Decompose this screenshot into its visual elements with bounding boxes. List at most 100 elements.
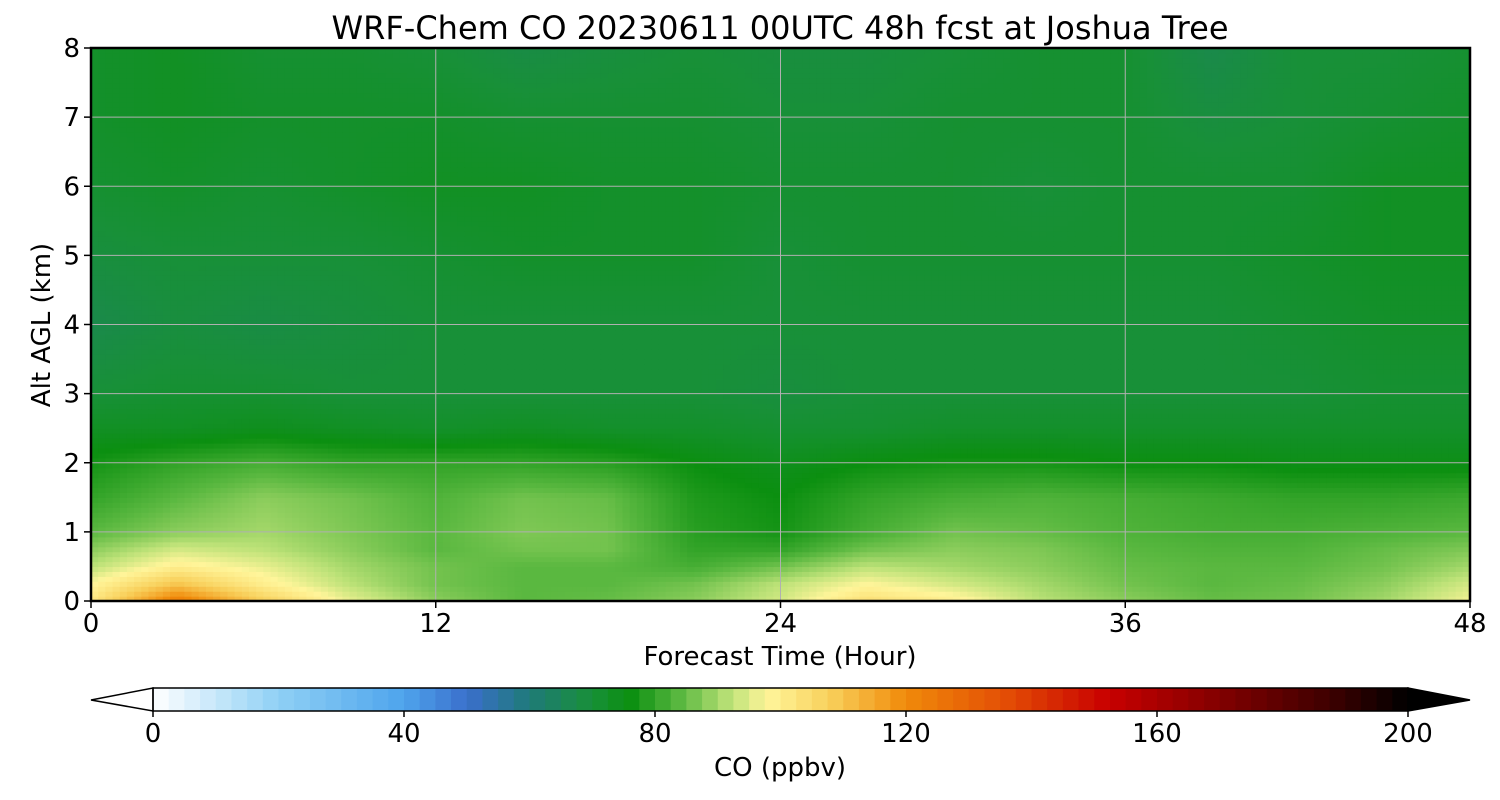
co-field-cell: [794, 517, 803, 523]
co-field-cell: [277, 472, 286, 479]
co-field-cell: [134, 502, 142, 508]
co-field-cell: [313, 517, 322, 523]
co-field-cell: [1333, 531, 1342, 538]
co-field-cell: [349, 561, 358, 568]
co-field-cell: [1462, 586, 1471, 592]
co-field-cell: [170, 482, 178, 489]
co-field-cell: [1211, 482, 1220, 489]
co-field-cell: [1168, 576, 1177, 582]
co-field-cell: [1204, 487, 1213, 493]
co-field-cell: [1046, 556, 1055, 563]
co-field-cell: [1390, 556, 1399, 563]
co-field-cell: [557, 561, 566, 568]
co-field-cell: [586, 556, 595, 563]
co-field-cell: [306, 586, 315, 592]
co-field-cell: [378, 561, 387, 568]
co-field-cell: [830, 536, 839, 543]
co-field-cell: [1232, 472, 1241, 479]
co-field-cell: [148, 477, 157, 484]
co-field-cell: [586, 512, 595, 518]
co-field-cell: [428, 492, 437, 498]
co-field-cell: [1268, 522, 1277, 528]
co-field-cell: [306, 507, 315, 513]
co-field-cell: [888, 541, 897, 548]
co-field-cell: [593, 581, 602, 587]
co-field-cell: [313, 522, 322, 528]
co-field-cell: [1017, 561, 1026, 568]
co-field-cell: [205, 576, 214, 582]
co-field-cell: [1268, 561, 1277, 568]
co-field-cell: [866, 517, 875, 523]
co-field-cell: [995, 502, 1004, 508]
co-field-cell: [442, 517, 451, 523]
co-field-cell: [895, 561, 904, 568]
co-field-cell: [141, 517, 150, 523]
co-field-cell: [170, 531, 178, 538]
co-field-cell: [1240, 492, 1248, 498]
co-field-cell: [780, 586, 789, 592]
co-field-cell: [988, 497, 997, 503]
co-field-cell: [1304, 581, 1313, 587]
co-field-cell: [579, 546, 588, 553]
co-field-cell: [299, 596, 308, 602]
co-field-cell: [356, 477, 365, 484]
co-field-cell: [723, 566, 731, 572]
co-field-cell: [205, 546, 214, 553]
co-field-cell: [1060, 571, 1069, 577]
co-field-cell: [356, 576, 365, 582]
co-field-cell: [952, 571, 961, 577]
co-field-cell: [1110, 581, 1119, 587]
co-field-cell: [442, 502, 451, 508]
co-field-cell: [651, 576, 660, 582]
co-field-cell: [629, 482, 638, 489]
co-field-cell: [184, 526, 193, 533]
co-field-cell: [866, 497, 875, 503]
co-field-cell: [392, 482, 401, 489]
co-field-cell: [902, 586, 911, 592]
co-field-cell: [1268, 487, 1277, 493]
co-field-cell: [1046, 487, 1055, 493]
co-field-cell: [593, 546, 602, 553]
co-field-cell: [1046, 591, 1055, 597]
co-field-cell: [1390, 571, 1399, 577]
co-field-cell: [622, 531, 631, 538]
co-field-cell: [407, 541, 415, 548]
co-field-cell: [385, 581, 394, 587]
co-field-cell: [687, 517, 695, 523]
co-field-cell: [1419, 561, 1428, 568]
co-field-cell: [119, 477, 128, 484]
co-field-cell: [213, 561, 221, 568]
co-field-cell: [306, 571, 315, 577]
co-field-cell: [1455, 546, 1464, 553]
co-field-cell: [299, 482, 308, 489]
co-field-cell: [507, 581, 516, 587]
co-field-cell: [471, 497, 480, 503]
co-field-cell: [270, 551, 279, 558]
co-field-cell: [593, 596, 602, 602]
co-field-cell: [672, 561, 681, 568]
co-field-cell: [435, 546, 444, 553]
co-field-cell: [1096, 576, 1105, 582]
co-field-cell: [342, 556, 351, 563]
co-field-cell: [1340, 541, 1349, 548]
co-field-cell: [916, 591, 925, 597]
co-field-cell: [407, 586, 415, 592]
co-field-cell: [277, 546, 286, 553]
co-field-cell: [852, 581, 861, 587]
co-field-cell: [1074, 531, 1083, 538]
co-field-cell: [1283, 482, 1292, 489]
co-field-cell: [557, 536, 566, 543]
co-field-cell: [1110, 541, 1119, 548]
co-field-cell: [249, 487, 257, 493]
co-field-cell: [622, 546, 631, 553]
co-field-cell: [924, 581, 932, 587]
co-field-cell: [866, 487, 875, 493]
co-field-cell: [119, 586, 128, 592]
co-field-cell: [916, 482, 925, 489]
co-field-cell: [471, 487, 480, 493]
co-field-cell: [572, 591, 580, 597]
co-field-cell: [1240, 566, 1248, 572]
co-field-cell: [507, 502, 516, 508]
co-field-cell: [198, 472, 207, 479]
co-field-cell: [859, 531, 868, 538]
